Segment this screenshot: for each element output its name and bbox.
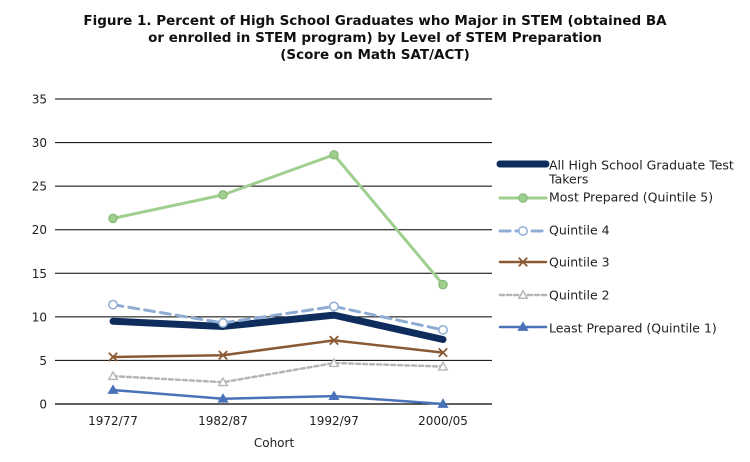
x-tick-label: 1982/87 [198,414,248,428]
y-tick-label: 5 [39,354,47,368]
legend-marker [518,193,528,203]
legend-label: All High School Graduate Test [549,158,734,173]
legend-marker [517,289,529,300]
y-tick-label: 30 [32,136,47,150]
data-point-marker [437,398,449,408]
data-point-marker [438,324,448,335]
data-point-marker [218,318,228,328]
series-lines [107,150,449,408]
x-tick-label: 1972/77 [88,414,138,428]
series-line [111,153,445,287]
series-3 [108,335,448,362]
axes: 0 5 10 15 20 25 30 35 1972/77 1982/87 1992/97 2000/… [32,93,492,428]
x-tick-label: 1992/97 [309,414,359,428]
chart-title-line-1: Figure 1. Percent of High School Graduat… [83,13,667,29]
y-tick-label: 0 [39,398,47,412]
legend-item-4: Quintile 2 [498,288,610,303]
x-axis-title: Cohort [254,436,295,450]
y-tick-label: 25 [32,180,47,194]
data-point-marker [328,390,340,401]
series-line [111,303,445,332]
data-point-marker [218,350,228,361]
series-5 [107,384,449,408]
data-point-marker [218,190,228,200]
data-point-marker [217,376,229,387]
y-tick-label: 35 [32,93,47,107]
legend-marker [517,321,529,331]
chart-title-line-2: or enrolled in STEM program) by Level of… [148,30,602,46]
series-line [111,388,445,406]
data-point-marker [107,370,119,381]
series-1 [108,150,448,290]
series-2 [108,299,448,335]
data-point-marker [329,301,339,312]
data-point-marker [108,213,118,224]
data-point-marker [329,335,339,346]
legend-label: Least Prepared (Quintile 1) [549,321,717,336]
legend-label: Most Prepared (Quintile 5) [549,190,713,205]
data-point-marker [328,357,340,368]
data-point-marker [107,384,119,394]
legend-label: Quintile 2 [549,288,610,303]
chart-title-line-3: (Score on Math SAT/ACT) [280,47,470,63]
chart-title: Figure 1. Percent of High School Graduat… [30,13,720,64]
data-point-marker [437,360,449,371]
legend-marker [518,257,528,267]
y-tick-label: 20 [32,223,47,237]
series-line [111,339,445,359]
legend-item-2: Quintile 4 [498,223,610,238]
legend-marker [518,226,528,236]
y-tick-label: 10 [32,310,47,324]
data-point-marker [217,393,229,403]
data-point-marker [329,150,339,160]
legend-item-3: Quintile 3 [498,255,610,270]
gridlines [55,98,492,361]
data-point-marker [108,352,118,362]
y-tick-label: 15 [32,267,47,281]
x-tick-label: 2000/05 [418,414,468,428]
series-0 [109,311,447,344]
legend-item-1: Most Prepared (Quintile 5) [498,190,713,205]
series-line [109,311,447,344]
legend-label: Quintile 4 [549,223,610,238]
data-point-marker [108,299,118,310]
data-point-marker [438,279,448,290]
data-point-marker [438,347,448,358]
legend-label: Takers [548,172,588,187]
legend-item-5: Least Prepared (Quintile 1) [498,321,717,336]
legend-label: Quintile 3 [549,255,610,270]
series-4 [107,357,449,387]
series-line [111,361,445,384]
